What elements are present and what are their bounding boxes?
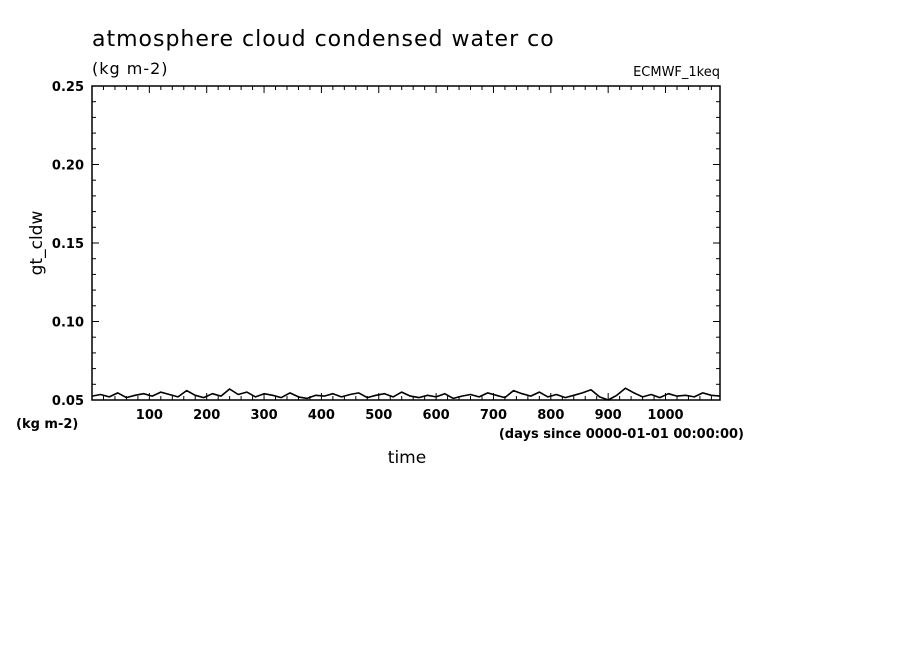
dataset-label: ECMWF_1keq: [633, 65, 720, 80]
x-axis-label: time: [388, 448, 426, 468]
plot-frame: [91, 85, 721, 401]
x-tick-label: 100: [136, 408, 163, 423]
y-tick-label: 0.15: [52, 237, 84, 252]
y-tick-labels: 0.05 0.10 0.15 0.20 0.25: [52, 80, 84, 409]
y-units-label: (kg m-2): [16, 417, 78, 432]
chart-title: atmosphere cloud condensed water co: [92, 27, 555, 52]
y-tick-label: 0.10: [52, 316, 84, 331]
y-axis-label: gt_cldw: [27, 211, 47, 276]
x-tick-label: 1000: [647, 408, 683, 423]
x-tick-label: 700: [480, 408, 507, 423]
x-tick-label: 500: [365, 408, 392, 423]
x-tick-label: 900: [595, 408, 622, 423]
y-tick-label: 0.20: [52, 159, 84, 174]
chart-subtitle: (kg m-2): [92, 59, 169, 78]
axis-ticks: [92, 86, 720, 400]
y-tick-label: 0.05: [52, 394, 84, 409]
x-tick-label: 400: [308, 408, 335, 423]
x-units-label: (days since 0000-01-01 00:00:00): [499, 427, 744, 442]
x-tick-label: 800: [537, 408, 564, 423]
x-tick-label: 200: [193, 408, 220, 423]
x-tick-labels: 100 200 300 400 500 600 700 800 900 1000: [136, 408, 684, 423]
series-line: [91, 387, 721, 401]
y-tick-label: 0.25: [52, 80, 84, 95]
x-tick-label: 600: [423, 408, 450, 423]
x-tick-label: 300: [250, 408, 277, 423]
